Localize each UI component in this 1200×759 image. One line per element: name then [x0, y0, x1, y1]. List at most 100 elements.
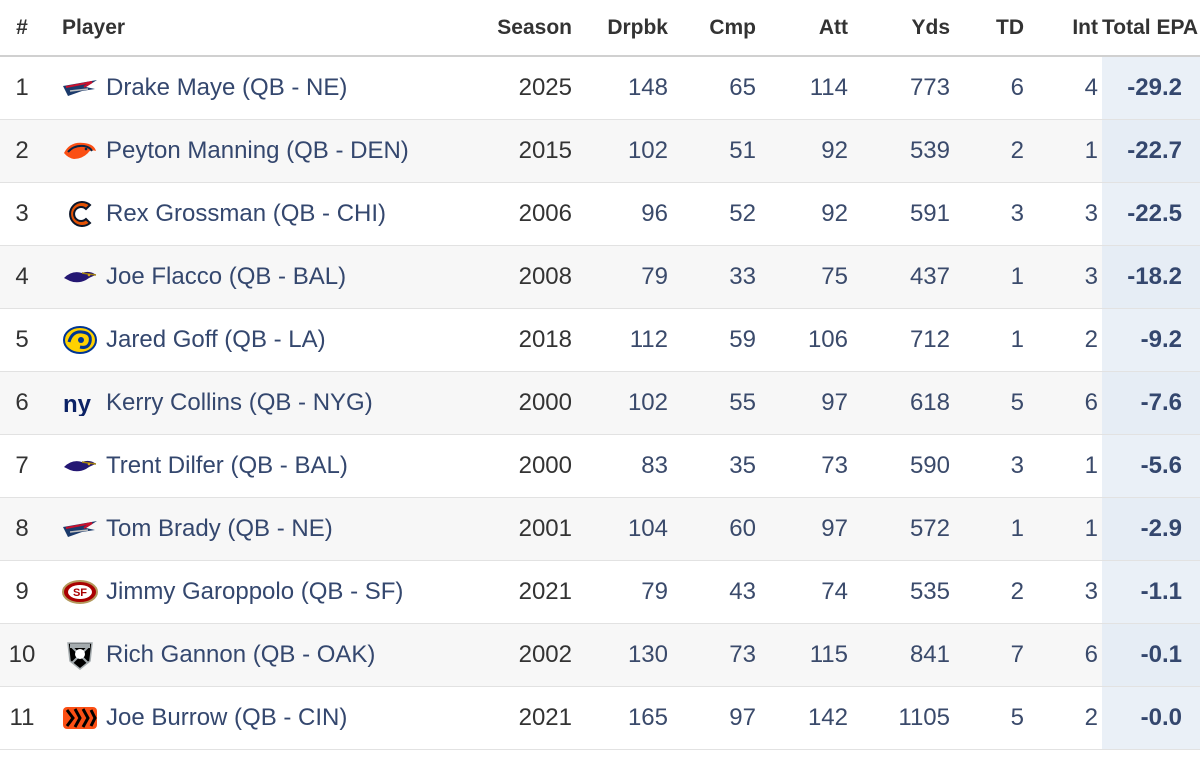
rank-cell: 9	[0, 560, 44, 624]
table-row: 1 Drake Maye (QB - NE) 2025 148 65 114 7…	[0, 56, 1200, 120]
player-cell: Peyton Manning (QB - DEN)	[44, 119, 462, 183]
total-epa-cell: -22.7	[1102, 119, 1200, 183]
header-total-epa[interactable]: Total EPA	[1102, 0, 1200, 57]
rams-logo-icon	[62, 325, 98, 355]
td-cell: 1	[954, 308, 1028, 372]
td-cell: 6	[954, 56, 1028, 120]
td-cell: 3	[954, 182, 1028, 246]
yds-cell: 535	[852, 560, 954, 624]
player-link[interactable]: Rex Grossman (QB - CHI)	[106, 200, 387, 227]
yds-cell: 591	[852, 182, 954, 246]
total-epa-cell: -29.2	[1102, 56, 1200, 120]
ravens-logo-icon	[62, 262, 98, 292]
player-cell: Rex Grossman (QB - CHI)	[44, 182, 462, 246]
drpbk-cell: 79	[576, 560, 672, 624]
player-link[interactable]: Jared Goff (QB - LA)	[106, 326, 326, 353]
td-cell: 2	[954, 560, 1028, 624]
cmp-cell: 59	[672, 308, 760, 372]
header-drpbk[interactable]: Drpbk	[576, 0, 672, 57]
season-cell: 2015	[462, 119, 576, 183]
int-cell: 6	[1028, 371, 1102, 435]
cmp-cell: 97	[672, 686, 760, 750]
header-rank[interactable]: #	[0, 0, 44, 57]
rank-cell: 5	[0, 308, 44, 372]
season-cell: 2000	[462, 371, 576, 435]
total-epa-cell: -18.2	[1102, 245, 1200, 309]
drpbk-cell: 130	[576, 623, 672, 687]
player-link[interactable]: Rich Gannon (QB - OAK)	[106, 641, 376, 668]
rank-cell: 8	[0, 497, 44, 561]
td-cell: 1	[954, 245, 1028, 309]
rank-cell: 7	[0, 434, 44, 498]
player-link[interactable]: Peyton Manning (QB - DEN)	[106, 137, 409, 164]
header-yds[interactable]: Yds	[852, 0, 954, 57]
cmp-cell: 51	[672, 119, 760, 183]
att-cell: 106	[760, 308, 852, 372]
yds-cell: 1105	[852, 686, 954, 750]
player-link[interactable]: Tom Brady (QB - NE)	[106, 515, 333, 542]
att-cell: 115	[760, 623, 852, 687]
drpbk-cell: 96	[576, 182, 672, 246]
att-cell: 114	[760, 56, 852, 120]
total-epa-cell: -9.2	[1102, 308, 1200, 372]
player-link[interactable]: Joe Flacco (QB - BAL)	[106, 263, 347, 290]
td-cell: 5	[954, 686, 1028, 750]
rank-cell: 3	[0, 182, 44, 246]
header-season[interactable]: Season	[462, 0, 576, 57]
bengals-logo-icon	[62, 703, 98, 733]
total-epa-cell: -0.0	[1102, 686, 1200, 750]
patriots-logo-icon	[62, 73, 98, 103]
table-row: 9 SF Jimmy Garoppolo (QB - SF) 2021 79 4…	[0, 560, 1200, 624]
patriots-logo-icon	[62, 514, 98, 544]
yds-cell: 773	[852, 56, 954, 120]
header-td[interactable]: TD	[954, 0, 1028, 57]
att-cell: 73	[760, 434, 852, 498]
season-cell: 2018	[462, 308, 576, 372]
header-row: # Player Season Drpbk Cmp Att Yds TD Int…	[0, 0, 1200, 57]
drpbk-cell: 104	[576, 497, 672, 561]
int-cell: 4	[1028, 56, 1102, 120]
player-link[interactable]: Joe Burrow (QB - CIN)	[106, 704, 348, 731]
table-row: 11 Joe Burrow (QB - CIN) 2021 165 97 142…	[0, 686, 1200, 750]
header-int[interactable]: Int	[1028, 0, 1102, 57]
cmp-cell: 65	[672, 56, 760, 120]
season-cell: 2021	[462, 560, 576, 624]
table-row: 10 Rich Gannon (QB - OAK) 2002 130 73 11…	[0, 623, 1200, 687]
player-cell: Drake Maye (QB - NE)	[44, 56, 462, 120]
header-player[interactable]: Player	[44, 0, 462, 57]
player-cell: Rich Gannon (QB - OAK)	[44, 623, 462, 687]
yds-cell: 437	[852, 245, 954, 309]
cmp-cell: 33	[672, 245, 760, 309]
td-cell: 1	[954, 497, 1028, 561]
player-cell: Jared Goff (QB - LA)	[44, 308, 462, 372]
player-link[interactable]: Drake Maye (QB - NE)	[106, 74, 348, 101]
season-cell: 2001	[462, 497, 576, 561]
yds-cell: 572	[852, 497, 954, 561]
rank-cell: 4	[0, 245, 44, 309]
td-cell: 7	[954, 623, 1028, 687]
att-cell: 92	[760, 182, 852, 246]
player-cell: Joe Flacco (QB - BAL)	[44, 245, 462, 309]
player-link[interactable]: Trent Dilfer (QB - BAL)	[106, 452, 348, 479]
yds-cell: 618	[852, 371, 954, 435]
season-cell: 2008	[462, 245, 576, 309]
season-cell: 2006	[462, 182, 576, 246]
int-cell: 1	[1028, 119, 1102, 183]
header-total-epa-label: Total EPA	[1102, 15, 1199, 39]
svg-text:ny: ny	[63, 391, 92, 416]
player-link[interactable]: Jimmy Garoppolo (QB - SF)	[106, 578, 404, 605]
player-link[interactable]: Kerry Collins (QB - NYG)	[106, 389, 373, 416]
int-cell: 1	[1028, 497, 1102, 561]
int-cell: 3	[1028, 182, 1102, 246]
header-att[interactable]: Att	[760, 0, 852, 57]
table-row: 8 Tom Brady (QB - NE) 2001 104 60 97 572…	[0, 497, 1200, 561]
total-epa-cell: -2.9	[1102, 497, 1200, 561]
cmp-cell: 35	[672, 434, 760, 498]
player-cell: Trent Dilfer (QB - BAL)	[44, 434, 462, 498]
td-cell: 5	[954, 371, 1028, 435]
season-cell: 2025	[462, 56, 576, 120]
header-cmp[interactable]: Cmp	[672, 0, 760, 57]
cmp-cell: 43	[672, 560, 760, 624]
raiders-logo-icon	[62, 640, 98, 670]
cmp-cell: 73	[672, 623, 760, 687]
